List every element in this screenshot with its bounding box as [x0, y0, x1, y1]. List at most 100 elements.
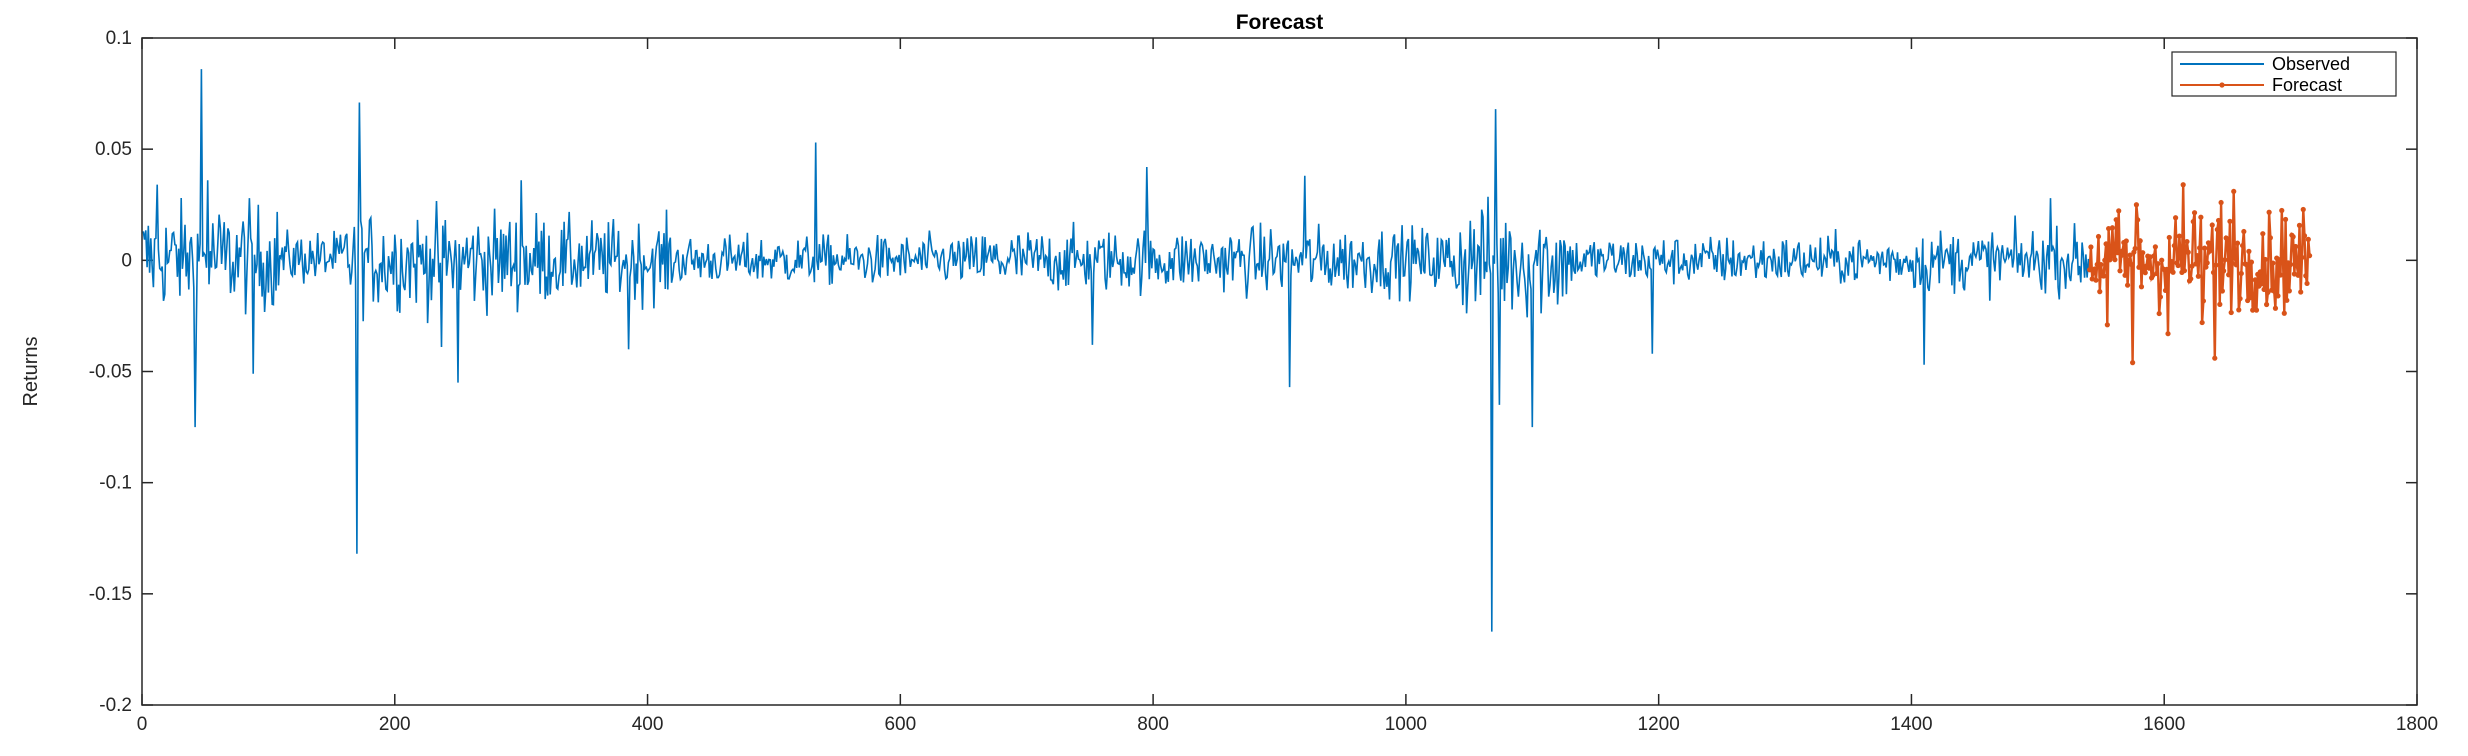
- forecast-point: [2284, 297, 2290, 303]
- forecast-point: [2202, 245, 2208, 251]
- legend-marker: [2219, 82, 2225, 88]
- forecast-point: [2272, 305, 2279, 311]
- forecast-point: [2233, 262, 2239, 268]
- axis-ticks: 0 200 400 600 800 1000 1200 1400 1600 1800 -0.2 -0.…: [89, 28, 2438, 735]
- forecast-point: [2170, 269, 2176, 275]
- forecast-point: [2097, 289, 2103, 295]
- y-tick-label: 0.05: [95, 139, 132, 160]
- forecast-point: [2237, 296, 2243, 302]
- legend-box: [2171, 51, 2397, 97]
- x-tick-label: 600: [884, 714, 916, 735]
- forecast-point: [2194, 253, 2200, 259]
- forecast-point: [2215, 217, 2222, 224]
- forecast-point: [2130, 360, 2136, 366]
- forecast-point: [2299, 254, 2305, 261]
- x-tick-label: 1000: [1385, 714, 1427, 735]
- forecast-point: [2288, 261, 2294, 268]
- forecast-point: [2178, 255, 2184, 261]
- forecast-point: [2265, 289, 2271, 295]
- forecast-point: [2200, 298, 2207, 304]
- forecast-point: [2118, 252, 2124, 259]
- forecast-point: [2224, 236, 2231, 242]
- forecast-point: [2236, 307, 2242, 313]
- forecast-point: [2226, 272, 2232, 278]
- forecast-point: [2279, 207, 2285, 214]
- forecast-point: [2212, 355, 2218, 361]
- forecast-point: [2146, 265, 2152, 271]
- forecast-point: [2188, 276, 2194, 282]
- forecast-point: [2088, 244, 2094, 250]
- forecast-point: [2228, 309, 2234, 316]
- chart-title: Forecast: [1236, 11, 1324, 34]
- forecast-point: [2296, 222, 2303, 228]
- forecast-point: [2114, 250, 2121, 256]
- forecast-point: [2116, 208, 2122, 214]
- forecast-point: [2217, 301, 2223, 307]
- forecast-point: [2205, 240, 2212, 246]
- forecast-point: [2180, 182, 2186, 188]
- forecast-point: [2250, 307, 2256, 313]
- forecast-point: [2266, 209, 2272, 215]
- forecast-point: [2300, 206, 2306, 213]
- forecast-point: [2098, 261, 2104, 268]
- forecast-point: [2095, 233, 2102, 240]
- forecast-point: [2117, 268, 2123, 274]
- forecast-point: [2303, 273, 2309, 279]
- forecast-point: [2260, 231, 2266, 237]
- forecast-point: [2275, 293, 2281, 299]
- forecast-point: [2162, 287, 2169, 294]
- forecast-point: [2113, 217, 2119, 223]
- forecast-point: [2185, 249, 2191, 255]
- forecast-point: [2169, 259, 2175, 265]
- forecast-point: [2298, 289, 2304, 295]
- forecast-point: [2133, 202, 2140, 208]
- x-tick-label: 1200: [1638, 714, 1680, 735]
- forecast-point: [2157, 294, 2164, 300]
- forecast-point: [2210, 269, 2217, 276]
- forecast-point: [2271, 288, 2277, 294]
- forecast-point: [2123, 238, 2129, 244]
- forecast-point: [2239, 242, 2246, 249]
- series-line-observed: [142, 69, 2091, 632]
- forecast-point: [2218, 199, 2224, 206]
- forecast-point: [2304, 280, 2310, 287]
- forecast-point: [2241, 228, 2247, 235]
- forecast-point: [2248, 259, 2255, 265]
- forecast-point: [2280, 257, 2286, 263]
- y-tick-label: -0.1: [99, 473, 132, 494]
- forecast-point: [2190, 219, 2196, 225]
- forecast-point: [2262, 256, 2268, 263]
- forecast-point: [2213, 262, 2219, 268]
- forecast-point: [2238, 270, 2244, 277]
- forecast-point: [2155, 261, 2161, 267]
- x-tick-label: 800: [1137, 714, 1169, 735]
- plot-frame: [141, 37, 2418, 706]
- forecast-point: [2172, 215, 2179, 221]
- forecast-point: [2251, 303, 2257, 309]
- forecast-point: [2176, 233, 2182, 239]
- forecast-point: [2261, 286, 2267, 293]
- forecast-point: [2293, 243, 2299, 250]
- forecast-point: [2195, 273, 2201, 279]
- legend-label-forecast: Forecast: [2272, 75, 2342, 95]
- forecast-point: [2231, 188, 2237, 195]
- forecast-point: [2092, 266, 2098, 272]
- forecast-point: [2276, 257, 2282, 263]
- forecast-point: [2214, 226, 2220, 233]
- x-tick-label: 1800: [2396, 714, 2438, 735]
- forecast-point: [2208, 245, 2214, 251]
- forecast-point: [2281, 310, 2287, 316]
- forecast-point: [2243, 261, 2249, 268]
- forecast-point: [2124, 282, 2131, 288]
- forecast-point: [2305, 236, 2311, 242]
- forecast-point: [2104, 322, 2110, 328]
- forecast-point: [2198, 214, 2204, 220]
- forecast-point: [2109, 225, 2116, 231]
- forecast-point: [2203, 264, 2209, 270]
- y-axis-label: Returns: [20, 336, 42, 406]
- forecast-point: [2100, 273, 2107, 279]
- x-tick-label: 400: [632, 714, 664, 735]
- forecast-point: [2247, 295, 2253, 301]
